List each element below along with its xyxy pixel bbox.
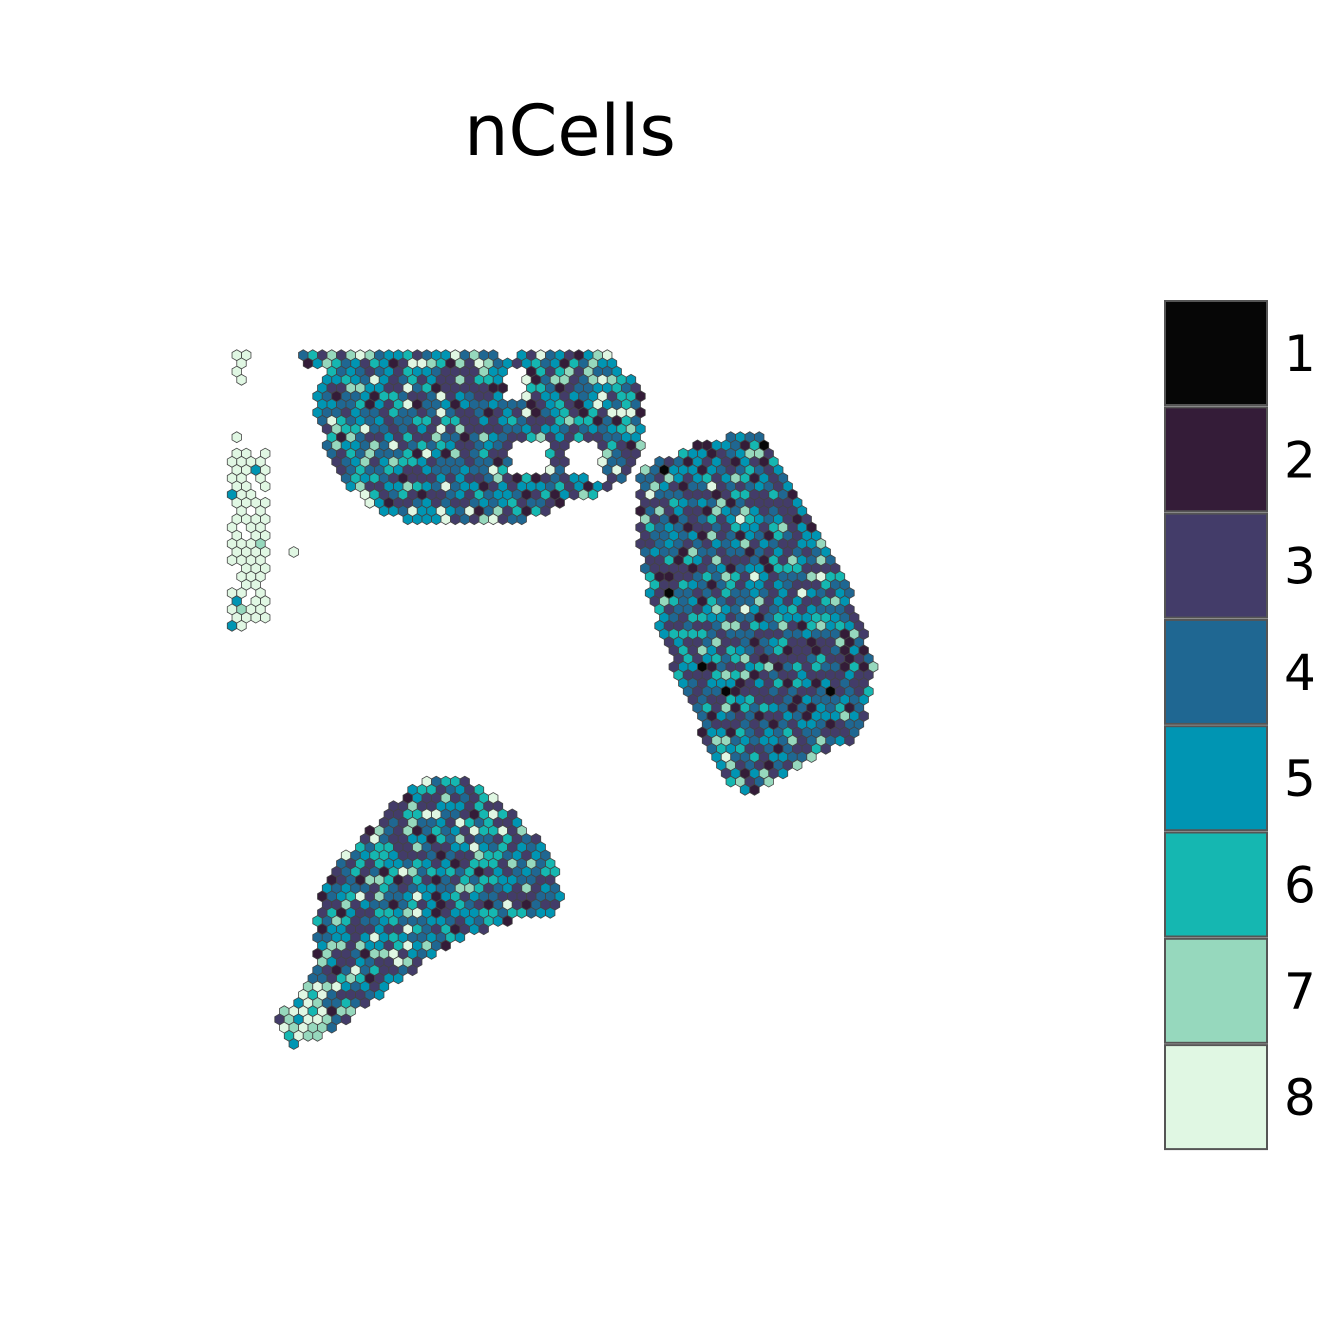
- spot-a-751: [421, 513, 432, 526]
- spot-b-1423: [749, 783, 760, 796]
- spot-a-759: [497, 513, 508, 526]
- spot-a-726: [540, 505, 551, 517]
- spot-d-852: [288, 546, 299, 558]
- spot-a-646: [578, 488, 589, 501]
- spot-c-1793: [440, 939, 451, 952]
- spot-c-1744: [492, 915, 504, 927]
- legend-swatch-6: [1164, 831, 1268, 938]
- spot-a-56: [511, 357, 523, 370]
- spot-a-603: [602, 480, 613, 493]
- spot-b-1387: [806, 751, 817, 763]
- spot-a-352: [516, 431, 527, 444]
- spot-c-1745: [502, 915, 513, 927]
- spot-a-749: [402, 513, 413, 526]
- spot-c-1806: [426, 947, 437, 960]
- legend-swatch-7: [1164, 937, 1268, 1044]
- spot-b-1409: [725, 775, 736, 788]
- spot-b-1413: [763, 775, 774, 788]
- spot-a-753: [440, 513, 451, 526]
- spot-b-1422: [739, 783, 751, 796]
- spot-a-556: [616, 472, 627, 485]
- legend-swatch-3: [1164, 512, 1268, 619]
- legend-label-5: 5: [1284, 750, 1316, 808]
- spot-a-709: [378, 505, 390, 517]
- spot-a-750: [412, 513, 423, 526]
- spot-b-1376: [820, 742, 831, 755]
- spot-b-1363: [844, 734, 855, 747]
- spot-a-576: [345, 480, 356, 493]
- spot-a-761: [516, 513, 527, 526]
- spot-c-1779: [454, 931, 466, 944]
- spot-b-1362: [834, 734, 846, 747]
- spot-c-1722: [526, 906, 537, 919]
- spot-a-35: [312, 357, 323, 370]
- spot-d-1044: [250, 611, 261, 624]
- spot-c-1763: [478, 923, 489, 936]
- spot-d-575: [260, 480, 271, 493]
- spot-d-331: [231, 431, 242, 444]
- spot-layer: [226, 349, 879, 1050]
- spot-a-710: [388, 505, 399, 517]
- spot-a-689: [554, 496, 565, 509]
- spot-d-873: [226, 554, 238, 567]
- legend-label-4: 4: [1284, 644, 1316, 702]
- spot-a-760: [507, 513, 518, 526]
- legend-swatch-2: [1164, 406, 1268, 513]
- spot-c-1838: [393, 972, 404, 985]
- spot-c-1721: [516, 906, 527, 919]
- spot-d-1045: [260, 611, 271, 624]
- spot-c-1886: [326, 1021, 337, 1034]
- spot-d-97: [236, 373, 247, 386]
- legend-label-7: 7: [1284, 963, 1316, 1021]
- legend-label-6: 6: [1284, 857, 1316, 915]
- spot-a-725: [530, 505, 542, 517]
- spot-c-1864: [359, 997, 371, 1009]
- spot-a-758: [488, 513, 499, 526]
- spot-a-353: [526, 431, 537, 444]
- legend-label-1: 1: [1284, 325, 1316, 383]
- spot-c-1880: [340, 1013, 352, 1026]
- spot-a-669: [364, 496, 375, 509]
- spot-c-1723: [535, 906, 546, 919]
- spot-c-1828: [407, 964, 418, 977]
- spot-a-756: [469, 513, 480, 526]
- spot-a-359: [583, 431, 594, 444]
- spot-c-1762: [469, 923, 480, 936]
- spot-a-34: [302, 357, 314, 370]
- legend: 1 2 3 4 5 6 7 8: [1164, 300, 1316, 1151]
- spot-b-1403: [777, 767, 789, 780]
- chart-title: nCells: [464, 90, 676, 172]
- spot-a-354: [535, 431, 546, 444]
- legend-swatch-4: [1164, 618, 1268, 725]
- spot-d-1067: [226, 619, 238, 632]
- spot-b-1396: [792, 759, 803, 772]
- legend-swatch-1: [1164, 300, 1268, 406]
- legend-swatch-8: [1164, 1044, 1268, 1151]
- spot-c-1890: [312, 1029, 323, 1042]
- spot-a-647: [587, 488, 599, 501]
- spot-c-1889: [302, 1029, 314, 1042]
- spot-c-1891: [288, 1038, 299, 1050]
- spot-a-645: [568, 488, 580, 501]
- legend-swatch-5: [1164, 725, 1268, 832]
- spot-d-1068: [236, 619, 247, 632]
- spot-a-752: [431, 513, 442, 526]
- spot-a-755: [459, 513, 470, 526]
- spot-a-757: [478, 513, 489, 526]
- spot-c-1856: [374, 988, 385, 1001]
- spot-a-754: [450, 513, 461, 526]
- spot-c-1724: [545, 906, 556, 919]
- legend-label-2: 2: [1284, 431, 1316, 489]
- legend-label-8: 8: [1284, 1069, 1316, 1127]
- legend-label-3: 3: [1284, 538, 1316, 596]
- spot-a-358: [573, 431, 584, 444]
